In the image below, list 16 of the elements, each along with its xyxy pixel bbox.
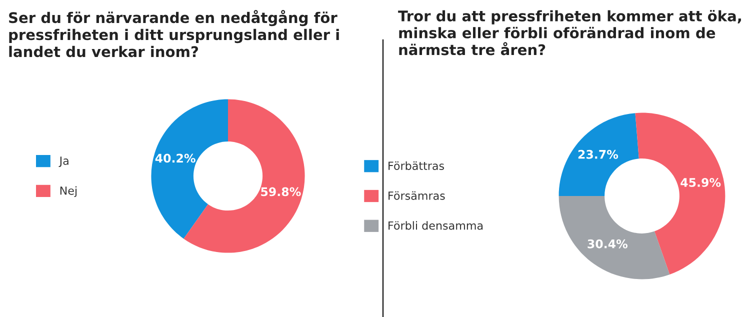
data-label: 30.4% xyxy=(588,239,628,248)
donut-slice xyxy=(558,196,670,280)
data-label: 59.8% xyxy=(261,187,301,196)
donut-slice xyxy=(558,113,639,196)
legend-label: Nej xyxy=(60,186,77,197)
data-label: 40.2% xyxy=(155,154,196,163)
legend-label: Ja xyxy=(58,156,68,167)
data-label: 45.9% xyxy=(680,178,721,187)
donut-slice xyxy=(635,112,726,274)
data-label: 23.7% xyxy=(578,150,618,159)
legend-label: Försämras xyxy=(388,191,445,200)
legend-label: Förbli densamma xyxy=(388,221,483,230)
legend-label: Förbättras xyxy=(388,161,444,170)
chart-title: Tror du att pressfriheten kommer att öka, minska eller förbli oförändrad inom de närmsta tre åren? xyxy=(398,10,741,56)
donut-slice xyxy=(151,99,228,239)
chart-title: Ser du för närvarande en nedåtgång för pressfriheten i ditt ursprungsland eller i landet du verkar inom? xyxy=(9,10,339,58)
